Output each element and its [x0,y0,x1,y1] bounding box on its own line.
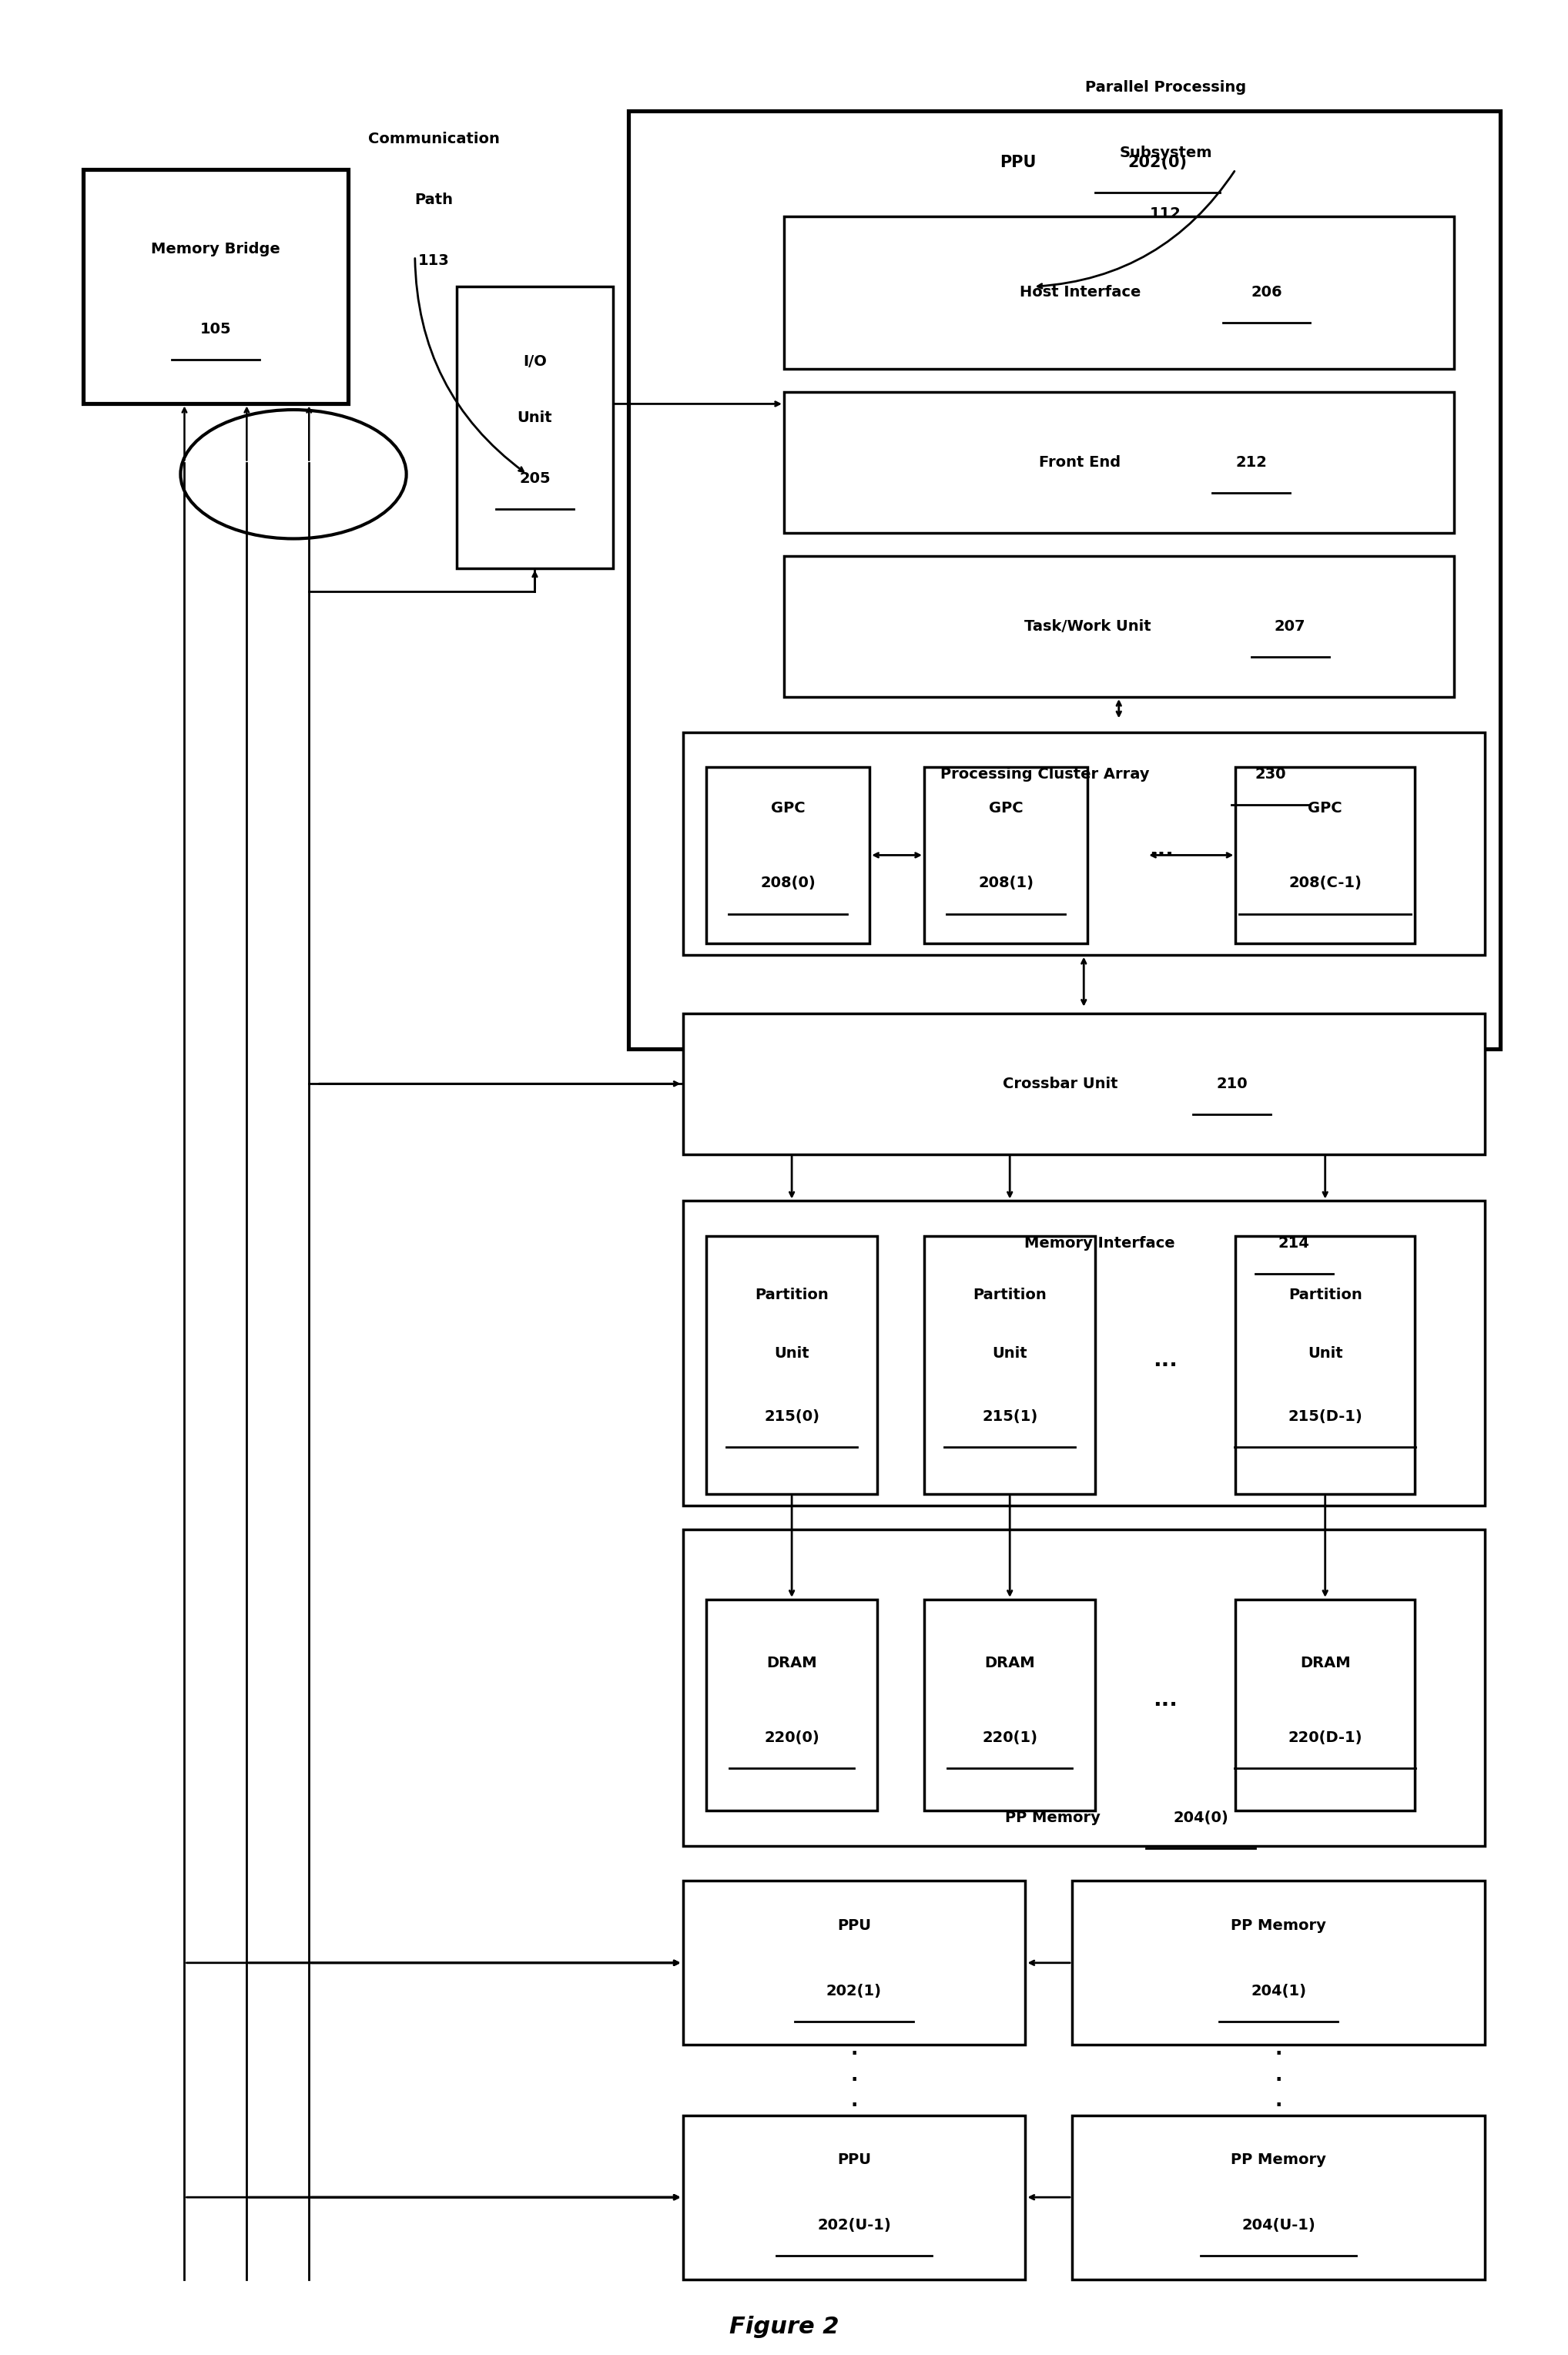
Text: 220(0): 220(0) [764,1731,820,1745]
FancyBboxPatch shape [924,768,1088,942]
FancyBboxPatch shape [784,393,1454,532]
Text: 113: 113 [419,254,450,268]
FancyBboxPatch shape [682,1882,1025,2044]
Text: Unit: Unit [993,1347,1027,1361]
Text: PPU: PPU [837,1917,870,1933]
FancyBboxPatch shape [682,1013,1485,1154]
Text: DRAM: DRAM [1300,1656,1350,1670]
FancyBboxPatch shape [924,1599,1096,1811]
Text: 202(1): 202(1) [826,1983,881,1999]
Text: 220(D-1): 220(D-1) [1287,1731,1363,1745]
Text: 212: 212 [1236,455,1267,469]
Text: PP Memory: PP Memory [1231,1917,1327,1933]
Text: ·
·
·: · · · [1275,2044,1283,2115]
FancyBboxPatch shape [1236,768,1414,942]
FancyBboxPatch shape [1073,1882,1485,2044]
Text: 214: 214 [1278,1236,1309,1251]
Text: I/O: I/O [524,353,547,370]
Text: 220(1): 220(1) [982,1731,1038,1745]
Text: Task/Work Unit: Task/Work Unit [1024,619,1151,633]
Text: 215(1): 215(1) [982,1408,1038,1425]
Text: GPC: GPC [989,801,1022,815]
FancyBboxPatch shape [1073,2115,1485,2280]
Text: 202(U-1): 202(U-1) [817,2218,891,2233]
Text: 208(0): 208(0) [760,876,815,890]
Text: ···: ··· [1154,1693,1178,1717]
Text: 204(U-1): 204(U-1) [1242,2218,1316,2233]
Text: PPU: PPU [837,2152,870,2167]
Text: Front End: Front End [1040,455,1121,469]
Text: 202(0): 202(0) [1127,155,1187,170]
Text: 208(C-1): 208(C-1) [1289,876,1361,890]
Text: Unit: Unit [775,1347,809,1361]
Text: 215(0): 215(0) [764,1408,820,1425]
Text: 205: 205 [519,471,550,485]
Text: Host Interface: Host Interface [1019,285,1140,299]
FancyBboxPatch shape [1236,1599,1414,1811]
Text: 105: 105 [201,323,230,337]
Text: DRAM: DRAM [985,1656,1035,1670]
FancyBboxPatch shape [784,217,1454,370]
Text: DRAM: DRAM [767,1656,817,1670]
FancyBboxPatch shape [784,556,1454,697]
Text: ···: ··· [1149,845,1174,867]
Text: GPC: GPC [771,801,804,815]
Text: Subsystem: Subsystem [1120,146,1212,160]
Text: Path: Path [414,193,453,207]
FancyBboxPatch shape [924,1236,1096,1493]
Text: 204(1): 204(1) [1251,1983,1306,1999]
FancyBboxPatch shape [706,1236,878,1493]
Text: 210: 210 [1217,1076,1248,1090]
Text: ···: ··· [1154,1354,1178,1375]
Text: Parallel Processing: Parallel Processing [1085,80,1247,94]
Text: Figure 2: Figure 2 [729,2315,839,2339]
Text: GPC: GPC [1308,801,1342,815]
Text: Unit: Unit [517,410,552,426]
Text: 207: 207 [1275,619,1306,633]
Text: 208(1): 208(1) [978,876,1033,890]
Text: Unit: Unit [1308,1347,1342,1361]
Text: PP Memory: PP Memory [1005,1811,1101,1825]
FancyBboxPatch shape [682,1528,1485,1846]
Text: 204(0): 204(0) [1173,1811,1228,1825]
Text: 215(D-1): 215(D-1) [1287,1408,1363,1425]
Text: PPU: PPU [999,155,1036,170]
FancyBboxPatch shape [83,170,348,403]
FancyBboxPatch shape [706,1599,878,1811]
FancyBboxPatch shape [682,1201,1485,1505]
Text: Memory Interface: Memory Interface [1024,1236,1174,1251]
Text: 112: 112 [1149,207,1181,221]
FancyBboxPatch shape [706,768,870,942]
Text: ·
·
·: · · · [850,2044,858,2115]
Text: Partition: Partition [1289,1288,1363,1302]
FancyBboxPatch shape [1236,1236,1414,1493]
Text: Partition: Partition [972,1288,1047,1302]
FancyBboxPatch shape [456,287,613,568]
Text: Communication: Communication [368,132,499,146]
Text: Partition: Partition [754,1288,828,1302]
Text: Crossbar Unit: Crossbar Unit [1004,1076,1118,1090]
FancyBboxPatch shape [682,2115,1025,2280]
Text: Memory Bridge: Memory Bridge [151,243,281,257]
FancyBboxPatch shape [682,732,1485,954]
Text: 206: 206 [1251,285,1283,299]
FancyBboxPatch shape [629,111,1501,1048]
Text: 230: 230 [1254,768,1286,782]
Text: Processing Cluster Array: Processing Cluster Array [941,768,1149,782]
Text: PP Memory: PP Memory [1231,2152,1327,2167]
